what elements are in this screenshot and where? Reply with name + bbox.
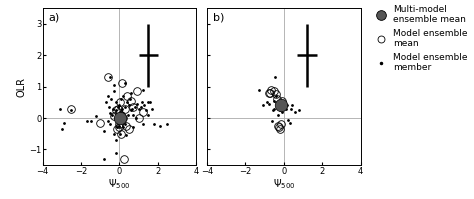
Text: b): b) [213, 13, 225, 23]
X-axis label: $\Psi_{500}$: $\Psi_{500}$ [273, 177, 295, 191]
X-axis label: $\Psi_{500}$: $\Psi_{500}$ [108, 177, 131, 191]
Y-axis label: OLR: OLR [16, 77, 26, 97]
Text: a): a) [49, 13, 60, 23]
Legend: Multi-model
ensemble mean, Model ensemble
mean, Model ensemble
member: Multi-model ensemble mean, Model ensembl… [372, 5, 468, 72]
